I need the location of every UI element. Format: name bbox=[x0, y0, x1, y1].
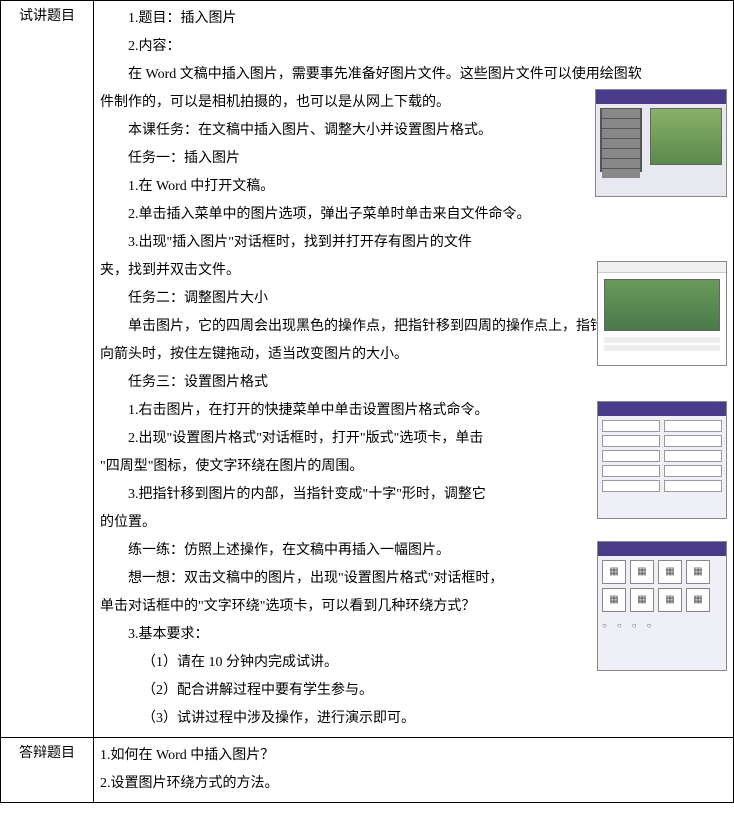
lecture-topic-label: 试讲题目 bbox=[1, 1, 94, 738]
lecture-topic-content: ▦ ▦ ▦ ▦ ▦ ▦ ▦ ▦ ○○○○ bbox=[94, 1, 734, 738]
page-container: 试讲题目 bbox=[0, 0, 734, 803]
line: 任务三：设置图片格式 bbox=[100, 369, 727, 397]
line: 2.单击插入菜单中的图片选项，弹出子菜单时单击来自文件命令。 bbox=[100, 201, 727, 229]
line: 1.题目：插入图片 bbox=[100, 5, 727, 33]
line: 在 Word 文稿中插入图片，需要事先准备好图片文件。这些图片文件可以使用绘图软 bbox=[100, 61, 727, 89]
line: （3）试讲过程中涉及操作，进行演示即可。 bbox=[100, 705, 727, 733]
defense-topic-label: 答辩题目 bbox=[1, 738, 94, 803]
wrap-icon: ▦ bbox=[658, 588, 682, 612]
line: （2）配合讲解过程中要有学生参与。 bbox=[100, 677, 727, 705]
wrap-icon: ▦ bbox=[658, 560, 682, 584]
wrap-icon: ▦ bbox=[686, 560, 710, 584]
wrap-icon: ▦ bbox=[602, 560, 626, 584]
insert-picture-dialog bbox=[595, 89, 727, 197]
line: 2.内容： bbox=[100, 33, 727, 61]
wrap-icon: ▦ bbox=[602, 588, 626, 612]
wrap-icon: ▦ bbox=[630, 588, 654, 612]
image-preview bbox=[650, 108, 722, 165]
inserted-image-thumb bbox=[604, 279, 720, 331]
word-doc-with-image bbox=[597, 261, 727, 366]
dialog-titlebar bbox=[598, 542, 726, 556]
places-bar bbox=[600, 108, 642, 172]
line: 1.如何在 Word 中插入图片？ bbox=[100, 742, 727, 770]
format-picture-size-dialog bbox=[597, 401, 727, 519]
main-table: 试讲题目 bbox=[0, 0, 734, 803]
dialog-titlebar bbox=[598, 402, 726, 416]
line: 3.出现"插入图片"对话框时，找到并打开存有图片的文件 bbox=[100, 229, 727, 257]
format-picture-layout-dialog: ▦ ▦ ▦ ▦ ▦ ▦ ▦ ▦ ○○○○ bbox=[597, 541, 727, 671]
dialog-titlebar bbox=[596, 90, 726, 104]
wrap-icon: ▦ bbox=[630, 560, 654, 584]
defense-topic-content: 1.如何在 Word 中插入图片？ 2.设置图片环绕方式的方法。 bbox=[94, 738, 734, 803]
wrap-icon: ▦ bbox=[686, 588, 710, 612]
line: 2.设置图片环绕方式的方法。 bbox=[100, 770, 727, 798]
